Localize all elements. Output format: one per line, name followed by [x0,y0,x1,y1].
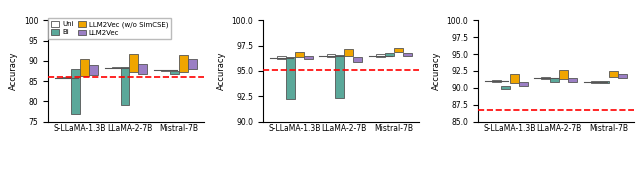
Y-axis label: Accuracy: Accuracy [432,52,441,90]
Y-axis label: Accuracy: Accuracy [9,52,18,90]
Bar [559,70,568,79]
Bar [188,59,196,69]
Bar [591,81,600,83]
Legend: Uni, Bi, LLM2Vec (w/o SimCSE), LLM2Vec: Uni, Bi, LLM2Vec (w/o SimCSE), LLM2Vec [48,18,171,39]
Bar [519,82,527,86]
Bar [129,54,138,72]
Bar [353,57,362,62]
Bar [304,56,313,59]
Bar [170,71,179,74]
Bar [71,69,80,114]
Bar [376,54,385,57]
Bar [179,55,188,72]
Bar [138,64,147,74]
Bar [394,48,403,52]
Bar [510,74,519,83]
Bar [80,59,89,76]
Bar [618,74,627,78]
Bar [600,81,609,83]
Bar [344,49,353,56]
Bar [161,70,170,71]
Bar [385,53,394,56]
Bar [286,57,295,99]
Bar [62,77,71,78]
Bar [501,86,510,89]
Y-axis label: Accuracy: Accuracy [217,52,226,90]
Bar [120,67,129,105]
Bar [295,52,304,57]
Bar [111,67,120,68]
Bar [609,71,618,77]
Bar [326,54,335,57]
Bar [568,78,577,82]
Bar [335,55,344,98]
Bar [277,56,286,59]
Bar [550,78,559,82]
Bar [403,53,412,56]
Bar [492,80,501,82]
Bar [89,65,98,75]
Bar [541,77,550,79]
